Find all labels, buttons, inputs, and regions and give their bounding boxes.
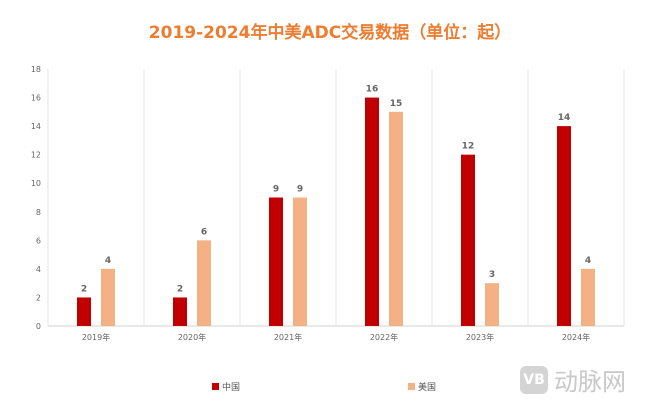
data-label: 6 [201,227,207,237]
legend-swatch-usa [408,383,415,390]
watermark: VB 动脉网 [520,362,626,397]
chart-title: 2019-2024年中美ADC交易数据（单位：起） [148,23,512,43]
y-tick-label: 16 [31,94,41,103]
bar-china [173,297,187,326]
y-tick-label: 4 [36,265,41,274]
data-label: 3 [489,270,495,280]
x-tick-label: 2024年 [562,332,590,342]
bar-usa [197,240,211,326]
watermark-logo-icon: VB [520,365,548,394]
y-tick-label: 6 [36,236,41,245]
data-label: 9 [297,185,303,195]
bar-usa [485,283,499,326]
bar-usa [581,268,595,326]
x-tick-label: 2021年 [274,332,302,342]
watermark-text: 动脉网 [554,368,626,396]
data-label: 9 [273,185,279,195]
y-tick-label: 8 [36,208,41,217]
x-tick-label: 2020年 [178,332,206,342]
bar-china [557,126,571,326]
legend-item-usa: 美国 [408,380,436,393]
data-label: 2 [81,284,87,294]
y-tick-label: 12 [31,151,41,160]
x-tick-label: 2022年 [370,332,398,342]
data-label: 4 [585,256,591,266]
x-tick-label: 2023年 [466,332,494,342]
data-label: 4 [105,256,111,266]
data-label: 16 [366,85,379,95]
bar-usa [101,268,115,326]
data-label: 14 [558,113,571,123]
data-label: 2 [177,284,183,294]
legend-label: 美国 [418,383,437,393]
bar-china [461,154,475,326]
data-label: 12 [462,142,475,152]
y-tick-label: 10 [31,179,41,188]
bar-china [269,197,283,326]
bar-china [365,97,379,326]
y-tick-label: 14 [31,122,41,131]
legend-label: 中国 [222,383,241,393]
legend-swatch-china [212,383,219,390]
bar-usa [293,197,307,326]
data-label: 15 [390,99,403,109]
bar-china [77,297,91,326]
y-tick-label: 2 [36,293,41,302]
legend-item-china: 中国 [212,380,240,393]
bar-usa [389,111,403,326]
y-tick-label: 0 [36,322,41,331]
y-tick-label: 18 [31,65,41,74]
x-tick-label: 2019年 [82,332,110,342]
